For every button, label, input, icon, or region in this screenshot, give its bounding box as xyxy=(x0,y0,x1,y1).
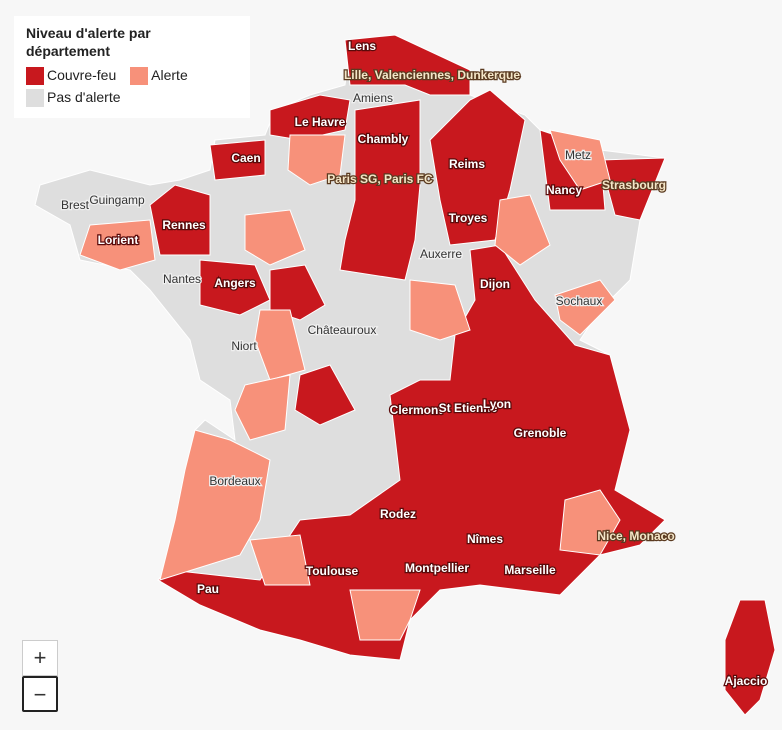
swatch xyxy=(26,89,44,108)
city-label: Dijon xyxy=(480,277,510,291)
city-label: Clermont xyxy=(390,403,443,417)
city-label: Nantes xyxy=(163,272,201,286)
city-label: Le Havre xyxy=(295,115,346,129)
city-label: Lille, Valenciennes, Dunkerque xyxy=(344,68,520,82)
city-label: Rodez xyxy=(380,507,416,521)
city-label: Lens xyxy=(348,39,376,53)
legend-label: Pas d'alerte xyxy=(47,89,121,105)
departments xyxy=(79,34,776,716)
city-label: Brest xyxy=(61,198,90,212)
city-label: Nîmes xyxy=(467,532,503,546)
city-label: Lorient xyxy=(98,233,139,247)
city-label: Toulouse xyxy=(306,564,359,578)
city-labels: Lens Lille, Valenciennes, Dunkerque Amie… xyxy=(60,38,769,690)
city-label: Angers xyxy=(214,276,256,290)
zoom-in[interactable]: + xyxy=(22,640,58,676)
zoom-out[interactable]: − xyxy=(22,676,58,712)
swatch xyxy=(130,67,149,86)
legend-label: Alerte xyxy=(151,67,188,83)
city-label: St Etienne xyxy=(439,401,498,415)
city-label: Sochaux xyxy=(556,294,603,308)
city-label: Auxerre xyxy=(420,247,462,261)
city-label: Bordeaux xyxy=(209,474,260,488)
city-label: Rennes xyxy=(162,218,206,232)
city-label: Guingamp xyxy=(89,193,145,207)
legend-item: Alerte xyxy=(130,64,188,86)
city-label: Strasbourg xyxy=(602,178,666,192)
city-label: Caen xyxy=(231,151,260,165)
city-label: Pau xyxy=(197,582,219,596)
legend-label: Couvre-feu xyxy=(47,67,117,83)
city-label: Amiens xyxy=(353,91,393,105)
city-label: Grenoble xyxy=(514,426,567,440)
city-label: Nancy xyxy=(546,183,582,197)
city-label: Chambly xyxy=(358,132,409,146)
city-label: Paris SG, Paris FC xyxy=(327,172,433,186)
city-label: Ajaccio xyxy=(725,674,768,688)
legend-item: Pas d'alerte xyxy=(26,86,121,108)
city-label: Metz xyxy=(565,148,591,162)
legend: Niveau d'alerte par département Couvre-f… xyxy=(14,16,250,118)
city-label: Nice, Monaco xyxy=(597,529,674,543)
city-label: Niort xyxy=(231,339,257,353)
legend-item: Couvre-feu xyxy=(26,64,116,86)
legend-title: Niveau d'alerte par département xyxy=(26,25,151,59)
legend-items: Couvre-feu Alerte Pas d'alerte xyxy=(26,64,238,108)
city-label: Marseille xyxy=(504,563,556,577)
city-label: Troyes xyxy=(449,211,488,225)
city-label: Lyon xyxy=(483,397,511,411)
swatch xyxy=(26,67,44,86)
city-label: Montpellier xyxy=(405,561,469,575)
city-label: Châteauroux xyxy=(308,323,377,337)
city-label: Reims xyxy=(449,157,485,171)
